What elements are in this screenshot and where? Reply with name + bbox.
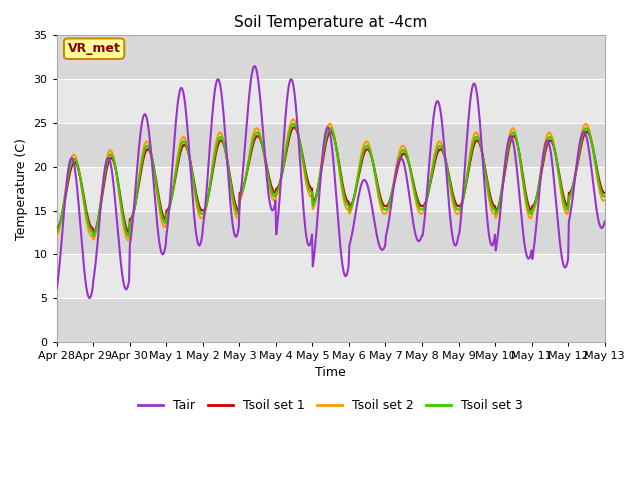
Title: Soil Temperature at -4cm: Soil Temperature at -4cm	[234, 15, 428, 30]
Tsoil set 2	[63, 180, 70, 185]
Bar	[57, 123, 605, 167]
Tsoil set 2	[289, 117, 297, 122]
Tsoil set 2	[53, 232, 61, 238]
Line: Tsoil set 2: Tsoil set 2	[57, 120, 605, 240]
Tsoil set 1	[120, 215, 127, 220]
Tsoil set 1	[415, 200, 422, 205]
X-axis label: Time: Time	[316, 367, 346, 380]
Tsoil set 1	[205, 193, 212, 199]
Tsoil set 3	[601, 193, 609, 199]
Tair	[63, 180, 70, 186]
Bar	[57, 211, 605, 254]
Tsoil set 3	[415, 204, 422, 209]
Tsoil set 3	[119, 215, 127, 220]
Tsoil set 3	[53, 228, 61, 234]
Tsoil set 1	[53, 225, 61, 231]
Bar	[57, 79, 605, 123]
Tsoil set 2	[415, 209, 422, 215]
Tsoil set 2	[399, 143, 406, 149]
Text: VR_met: VR_met	[68, 42, 120, 55]
Legend: Tair, Tsoil set 1, Tsoil set 2, Tsoil set 3: Tair, Tsoil set 1, Tsoil set 2, Tsoil se…	[133, 394, 528, 417]
Tsoil set 1	[175, 154, 183, 159]
Tair	[120, 281, 127, 287]
Tsoil set 2	[175, 144, 183, 150]
Tair	[601, 219, 609, 225]
Tair	[175, 90, 183, 96]
Tsoil set 2	[119, 220, 127, 226]
Bar	[57, 167, 605, 211]
Tsoil set 2	[205, 192, 212, 198]
Tsoil set 2	[125, 238, 132, 243]
Y-axis label: Temperature (C): Temperature (C)	[15, 138, 28, 240]
Tair	[53, 286, 61, 292]
Bar	[57, 298, 605, 342]
Tair	[251, 63, 259, 69]
Tsoil set 3	[290, 121, 298, 127]
Tair	[415, 238, 422, 244]
Tsoil set 3	[125, 233, 132, 239]
Tsoil set 3	[63, 183, 70, 189]
Tair	[205, 164, 212, 169]
Tair	[86, 295, 93, 301]
Tsoil set 2	[601, 198, 609, 204]
Tsoil set 1	[290, 124, 298, 130]
Tsoil set 3	[399, 147, 406, 153]
Tsoil set 1	[90, 229, 97, 235]
Line: Tsoil set 3: Tsoil set 3	[57, 124, 605, 236]
Bar	[57, 36, 605, 79]
Tsoil set 3	[175, 149, 183, 155]
Tsoil set 3	[205, 193, 212, 199]
Tsoil set 1	[63, 187, 70, 192]
Bar	[57, 254, 605, 298]
Line: Tsoil set 1: Tsoil set 1	[57, 127, 605, 232]
Tsoil set 1	[601, 190, 609, 196]
Tair	[399, 157, 406, 163]
Tsoil set 1	[399, 151, 406, 157]
Line: Tair: Tair	[57, 66, 605, 298]
